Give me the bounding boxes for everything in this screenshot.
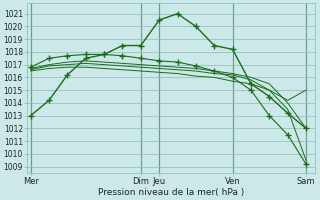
X-axis label: Pression niveau de la mer( hPa ): Pression niveau de la mer( hPa ) [98, 188, 244, 197]
